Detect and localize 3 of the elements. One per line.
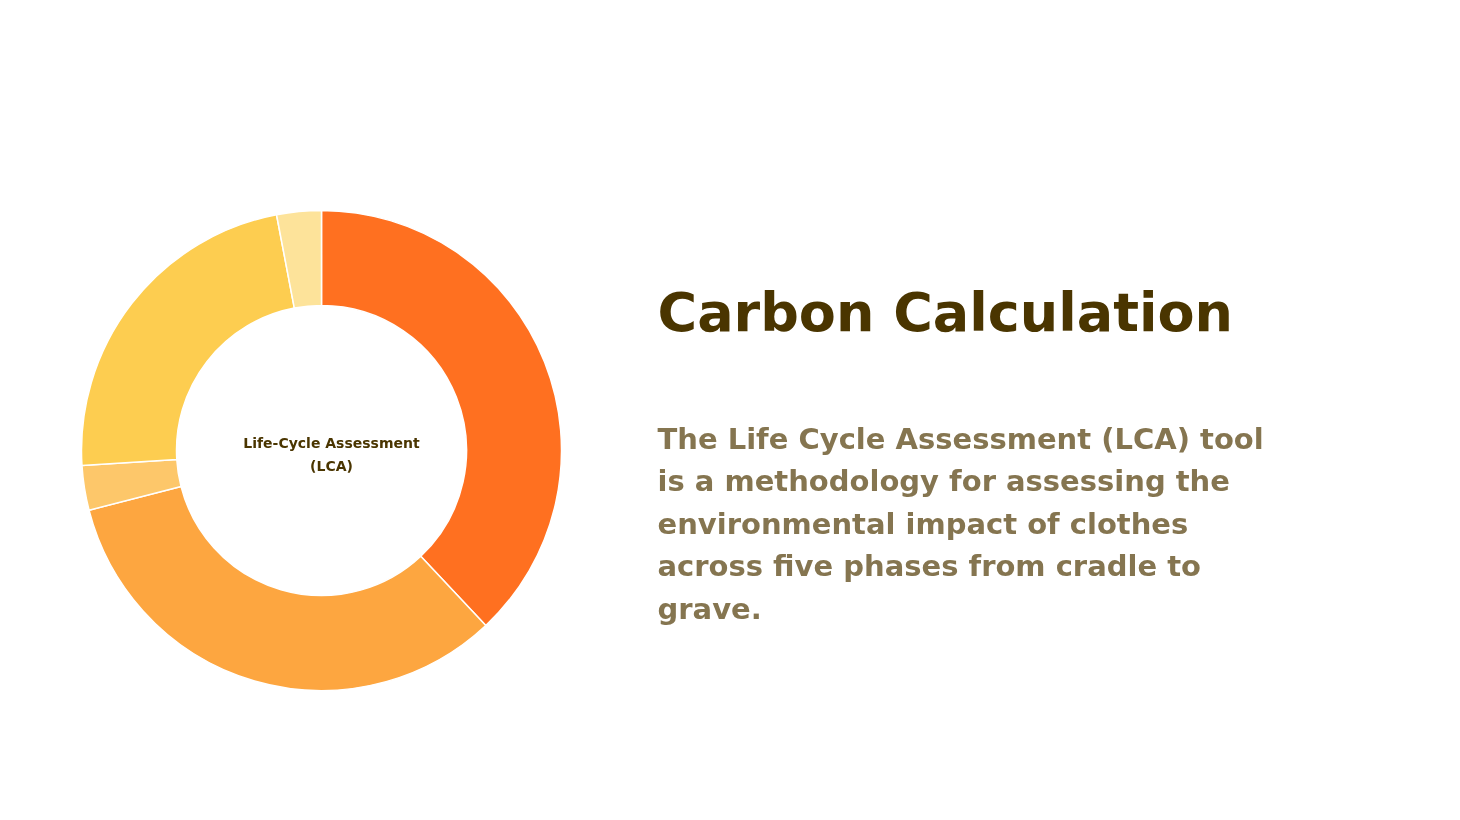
text: Carbon Calculation (657, 281, 1234, 344)
text: The Life Cycle Assessment (LCA) tool is a methodology for assessing the environmental impact of clothes across five phases from cradle to grave. (657, 421, 1264, 626)
text: Life-Cycle Assessment (LCA) (243, 434, 420, 474)
